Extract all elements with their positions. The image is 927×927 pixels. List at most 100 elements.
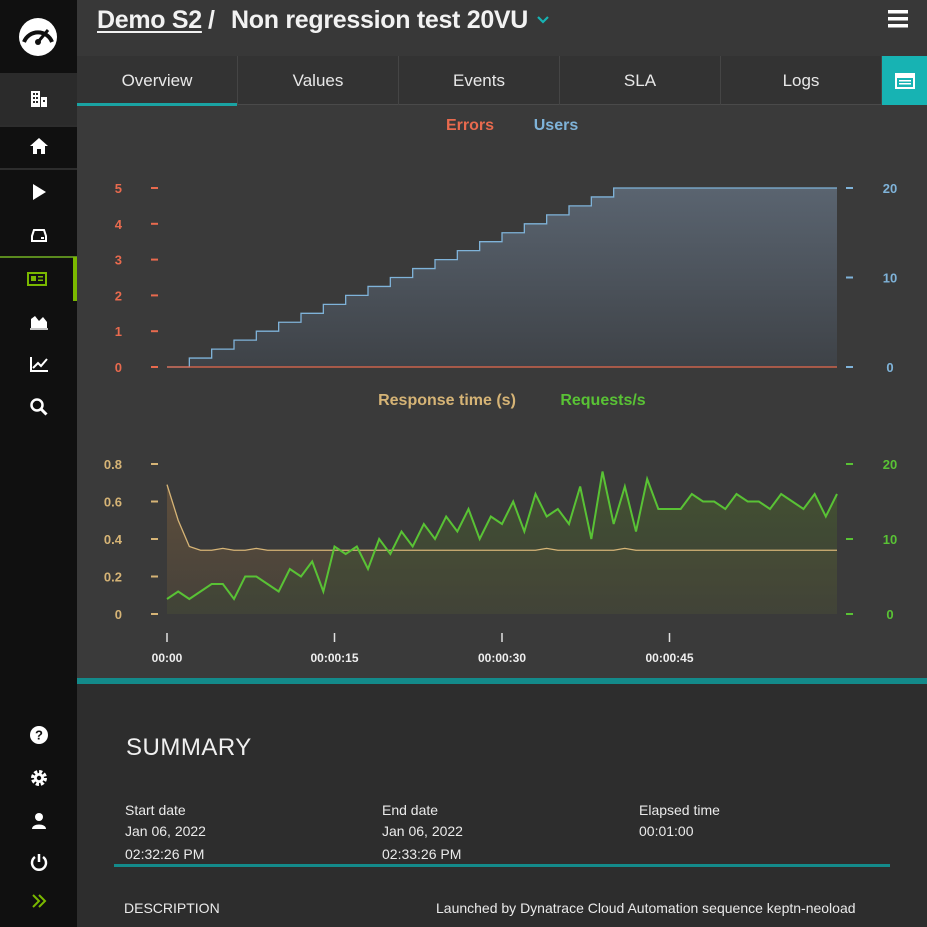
start-date-value: Jan 06, 2022 <box>125 823 206 839</box>
summary-title: SUMMARY <box>126 734 252 761</box>
hamburger-menu-icon[interactable] <box>886 9 910 29</box>
breadcrumb-separator: / <box>208 6 215 34</box>
sidebar: ? <box>0 0 77 927</box>
sidebar-item-settings[interactable] <box>0 756 77 800</box>
chart2-left-tick-label: 0.4 <box>104 532 123 547</box>
tab-sla[interactable]: SLA <box>560 56 721 105</box>
double-chevron-right-icon <box>31 894 46 908</box>
gear-icon <box>30 770 47 786</box>
elapsed-time-value: 00:01:00 <box>639 823 694 839</box>
users-line <box>167 187 837 368</box>
sidebar-item-results[interactable] <box>0 257 77 301</box>
summary-section: SUMMARY Start date Jan 06, 2022 02:32:26… <box>77 684 927 927</box>
chart2-left-tick-label: 0.8 <box>104 457 122 472</box>
sidebar-item-logout[interactable] <box>0 840 77 884</box>
time-tick-label: 00:00:45 <box>645 651 693 665</box>
search-icon <box>29 398 48 416</box>
breadcrumb-project-link[interactable]: Demo S2 <box>97 6 202 34</box>
home-icon <box>29 138 48 154</box>
tab-bar: Overview Values Events SLA Logs <box>77 56 927 106</box>
description-label: DESCRIPTION <box>124 900 220 916</box>
chart1-left-axis: 0 1 2 3 4 5 <box>115 181 158 375</box>
sidebar-item-workspace[interactable] <box>0 73 77 125</box>
chart2-left-axis: 0 0.2 0.4 0.6 0.8 <box>104 457 158 622</box>
line-chart-icon <box>29 357 48 372</box>
chart2-right-axis: 0 10 20 <box>846 457 897 622</box>
area-chart-icon <box>29 316 48 330</box>
start-date-label: Start date <box>125 802 186 818</box>
section-divider <box>77 678 927 684</box>
sidebar-item-home[interactable] <box>0 124 77 168</box>
play-icon <box>32 184 46 200</box>
help-icon: ? <box>29 726 48 744</box>
chart1-right-axis: 0 10 20 <box>846 181 897 375</box>
user-icon <box>31 813 46 829</box>
chart1-right-tick-label: 0 <box>886 360 893 375</box>
users-area <box>167 188 837 367</box>
sidebar-item-run[interactable] <box>0 170 77 214</box>
chart2-right-tick-label: 10 <box>883 532 897 547</box>
building-icon <box>30 91 47 107</box>
end-date-value: Jan 06, 2022 <box>382 823 463 839</box>
time-tick-label: 00:00:30 <box>478 651 526 665</box>
elapsed-time-label: Elapsed time <box>639 802 720 818</box>
chart2-plot <box>166 471 838 614</box>
sidebar-divider <box>0 125 77 127</box>
sidebar-divider <box>0 168 77 170</box>
end-time-value: 02:33:26 PM <box>382 846 462 862</box>
newspaper-icon <box>26 272 47 286</box>
chart1-left-tick-label: 2 <box>115 288 122 303</box>
sidebar-item-dashboards[interactable] <box>0 299 77 343</box>
requests-line <box>166 471 838 601</box>
chart1-left-tick-label: 0 <box>115 360 122 375</box>
response-time-line <box>166 484 837 551</box>
legend-users[interactable]: Users <box>534 117 579 134</box>
report-view-button[interactable] <box>882 56 927 105</box>
tab-logs[interactable]: Logs <box>721 56 882 105</box>
chevron-down-icon[interactable] <box>535 12 551 28</box>
sidebar-item-profile[interactable] <box>0 799 77 843</box>
chart1-right-tick-label: 10 <box>883 271 897 286</box>
sidebar-item-trends[interactable] <box>0 342 77 386</box>
chart2-left-tick-label: 0.2 <box>104 570 122 585</box>
requests-area <box>167 471 837 614</box>
chart2-left-tick-label: 0.6 <box>104 495 122 510</box>
overview-charts: Errors Users 0 1 2 3 4 5 0 10 20 Response time … <box>104 117 897 665</box>
neoload-logo-icon[interactable] <box>18 17 58 57</box>
chart1-plot <box>167 187 837 368</box>
legend-requests[interactable]: Requests/s <box>560 392 645 409</box>
chart1-left-tick-label: 4 <box>115 217 123 232</box>
sidebar-divider <box>0 256 77 258</box>
time-tick-label: 00:00 <box>152 651 183 665</box>
tab-overview[interactable]: Overview <box>77 56 238 106</box>
legend-response-time[interactable]: Response time (s) <box>378 392 516 409</box>
charts-panel: Errors Users 0 1 2 3 4 5 0 10 20 Response time … <box>77 106 927 678</box>
drive-icon <box>30 229 47 242</box>
time-tick-label: 00:00:15 <box>310 651 358 665</box>
tab-events[interactable]: Events <box>399 56 560 105</box>
page-title: Non regression test 20VU <box>231 6 529 34</box>
start-time-value: 02:32:26 PM <box>125 846 205 862</box>
power-icon <box>30 854 47 871</box>
svg-text:?: ? <box>35 728 43 743</box>
chart1-left-tick-label: 1 <box>115 324 122 339</box>
header: Demo S2 / Non regression test 20VU <box>77 0 927 56</box>
chart2-right-tick-label: 0 <box>886 607 893 622</box>
summary-divider <box>114 864 890 867</box>
legend-errors[interactable]: Errors <box>446 117 494 134</box>
chart1-right-tick-label: 20 <box>883 181 897 196</box>
tab-values[interactable]: Values <box>238 56 399 105</box>
chart1-left-tick-label: 3 <box>115 253 122 268</box>
sidebar-item-search[interactable] <box>0 385 77 429</box>
sidebar-expand-button[interactable] <box>0 879 77 923</box>
end-date-label: End date <box>382 802 439 818</box>
sidebar-item-infrastructure[interactable] <box>0 213 77 257</box>
sidebar-item-help[interactable]: ? <box>0 713 77 757</box>
chart2-time-axis: 00:00 00:00:15 00:00:30 00:00:45 <box>152 633 694 665</box>
description-value: Launched by Dynatrace Cloud Automation s… <box>436 900 856 916</box>
chart1-left-tick-label: 5 <box>115 181 122 196</box>
chart2-left-tick-label: 0 <box>115 607 122 622</box>
chart2-right-tick-label: 20 <box>883 457 897 472</box>
report-icon <box>894 72 915 89</box>
